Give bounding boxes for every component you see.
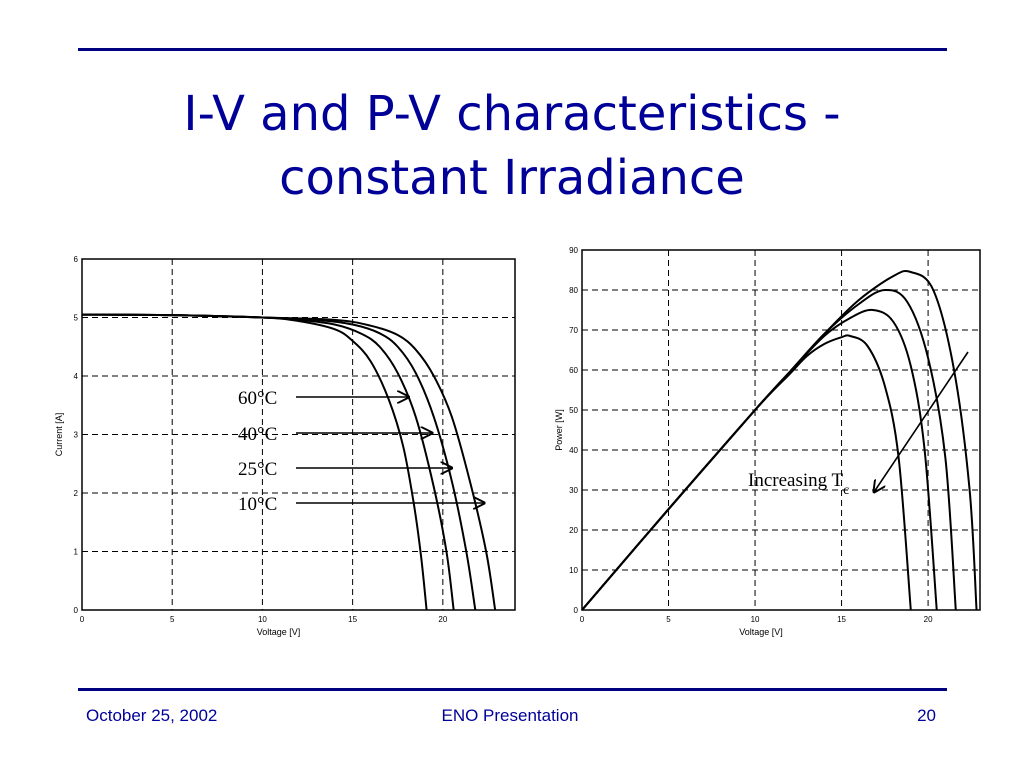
temperature-label-1: 60°C [238, 388, 277, 409]
temperature-label-4: 10°C [238, 494, 277, 515]
x-tick-label: 10 [751, 615, 760, 624]
temperature-label-3: 25°C [238, 459, 277, 480]
y-tick-label: 0 [574, 606, 579, 615]
y-tick-label: 1 [74, 548, 79, 557]
y-tick-label: 2 [74, 489, 79, 498]
footer-date: October 25, 2002 [86, 706, 218, 725]
y-tick-label: 80 [569, 286, 578, 295]
footer-page-number: 20 [917, 706, 936, 725]
slide-title-line-2: constant Irradiance [279, 150, 745, 206]
x-tick-label: 20 [438, 615, 447, 624]
plot-frame [581, 249, 981, 611]
increasing-tc-label: Increasing Tc [748, 470, 849, 498]
y-tick-label: 60 [569, 366, 578, 375]
footer-presentation: ENO Presentation [441, 706, 579, 725]
y-tick-label: 30 [569, 486, 578, 495]
y-tick-label: 20 [569, 526, 578, 535]
series-line-2 [581, 308, 938, 611]
x-axis-label: Voltage [V] [739, 627, 783, 637]
y-tick-label: 70 [569, 326, 578, 335]
y-tick-label: 4 [74, 372, 79, 381]
temperature-label-2: 40°C [238, 424, 277, 445]
iv-chart: 0 5 10 15 20 0 1 2 3 4 5 6 Voltage [V] Current [A] 60°… [54, 255, 516, 637]
x-tick-label: 10 [258, 615, 267, 624]
slide-title: I-V and P-V characteristics - constant I… [60, 82, 964, 210]
y-tick-label: 0 [74, 606, 79, 615]
series-line-1 [581, 334, 912, 611]
y-axis-label: Current [A] [54, 413, 64, 457]
x-tick-label: 0 [80, 615, 85, 624]
x-axis-label: Voltage [V] [257, 627, 301, 637]
x-tick-label: 20 [924, 615, 933, 624]
x-tick-label: 15 [837, 615, 846, 624]
y-tick-label: 50 [569, 406, 578, 415]
x-tick-label: 0 [580, 615, 585, 624]
y-tick-label: 10 [569, 566, 578, 575]
plot-frame [81, 258, 516, 611]
increasing-tc-arrow [874, 351, 969, 492]
y-tick-label: 3 [74, 431, 79, 440]
x-tick-label: 5 [170, 615, 175, 624]
x-tick-label: 15 [348, 615, 357, 624]
series-line-3 [581, 288, 957, 611]
pv-chart: 0 5 10 15 20 0 10 20 30 40 50 60 70 80 90 Voltage [V] Po… [554, 246, 981, 637]
series-line-4 [581, 269, 978, 611]
y-tick-label: 40 [569, 446, 578, 455]
y-axis-label: Power [W] [554, 409, 564, 451]
y-tick-label: 5 [74, 314, 79, 323]
y-tick-label: 90 [569, 246, 578, 255]
series-line-3 [81, 313, 477, 611]
top-rule [78, 48, 947, 51]
slide-title-line-1: I-V and P-V characteristics - [183, 86, 841, 142]
bottom-rule [78, 688, 947, 691]
y-tick-label: 6 [74, 255, 79, 264]
x-tick-label: 5 [666, 615, 671, 624]
series-line-4 [81, 313, 497, 611]
